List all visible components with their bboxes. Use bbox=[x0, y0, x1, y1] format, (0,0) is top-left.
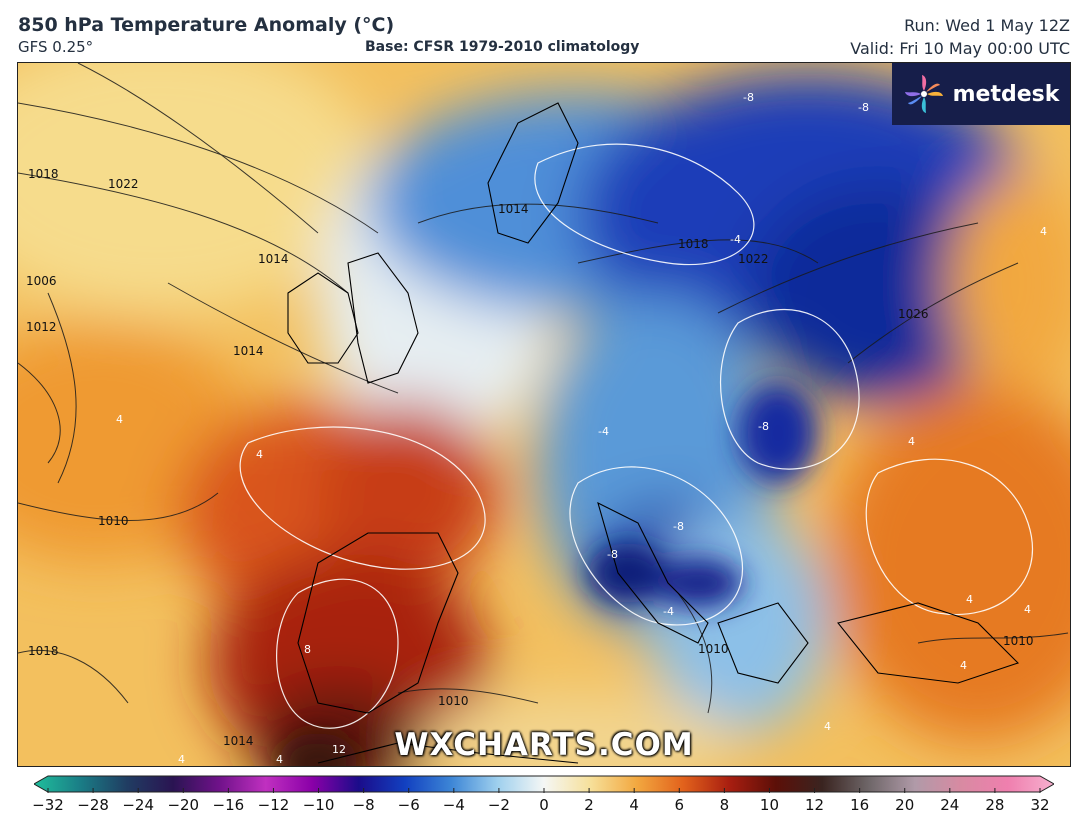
colorbar-tick-label: −6 bbox=[397, 796, 420, 814]
colorbar-tick-label: 6 bbox=[674, 796, 685, 814]
isobar-label: 1018 bbox=[28, 644, 59, 658]
chart-title: 850 hPa Temperature Anomaly (°C) bbox=[18, 14, 395, 36]
colorbar-tick-label: −32 bbox=[32, 796, 64, 814]
colorbar-tick-label: 10 bbox=[759, 796, 779, 814]
isobars bbox=[18, 63, 1069, 714]
colorbar-tick-label: −16 bbox=[212, 796, 245, 814]
anomaly-label: 4 bbox=[1040, 225, 1047, 238]
anomaly-label: 4 bbox=[116, 413, 123, 426]
anomaly-label: 8 bbox=[304, 643, 311, 656]
isobar-label: 1018 bbox=[678, 237, 709, 251]
anomaly-label: 4 bbox=[1024, 603, 1031, 616]
colorbar-tick-label: 20 bbox=[895, 796, 915, 814]
anomaly-label: -4 bbox=[730, 233, 741, 246]
isobar-label: 1012 bbox=[26, 320, 57, 334]
base-climatology-label: Base: CFSR 1979-2010 climatology bbox=[365, 39, 640, 55]
anomaly-label: -8 bbox=[673, 520, 684, 533]
isobar-label: 1014 bbox=[233, 344, 264, 358]
isobar-label: 1010 bbox=[438, 694, 469, 708]
anomaly-cores bbox=[278, 383, 818, 766]
anomaly-label-layer: -8 -8 -4 4 4 -4 -8 4 -8 -8 -4 4 4 4 4 8 … bbox=[116, 91, 1047, 766]
isobar-label: 1022 bbox=[108, 177, 139, 191]
isobar-label: 1018 bbox=[28, 167, 59, 181]
colorbar-tick-label: 4 bbox=[629, 796, 639, 814]
anomaly-label: 4 bbox=[824, 720, 831, 733]
isobar-label: 1006 bbox=[26, 274, 57, 288]
isobar-label: 1010 bbox=[98, 514, 129, 528]
colorbar-tick-label: −12 bbox=[257, 796, 290, 814]
colorbar-tick-label: −10 bbox=[302, 796, 335, 814]
isobar-label-layer: 1018 1022 1006 1012 1014 1010 1018 1014 … bbox=[26, 167, 1034, 748]
anomaly-label: 4 bbox=[256, 448, 263, 461]
isobar-label: 1026 bbox=[898, 307, 929, 321]
anomaly-map[interactable]: 1018 1022 1006 1012 1014 1010 1018 1014 … bbox=[17, 62, 1071, 767]
colorbar-tick-label: 0 bbox=[539, 796, 549, 814]
isobar-label: 1022 bbox=[738, 252, 769, 266]
anomaly-label: 4 bbox=[966, 593, 973, 606]
anomaly-label: 4 bbox=[960, 659, 967, 672]
valid-time-label: Valid: Fri 10 May 00:00 UTC bbox=[850, 39, 1070, 58]
colorbar-tick-label: 28 bbox=[985, 796, 1005, 814]
colorbar-ticks: −32 −28 −24 −20 −16 −12 −10 −8 −6 −4 −2 0 2 4 6 8 10 12 16… bbox=[0, 796, 1088, 820]
colorbar bbox=[34, 775, 1054, 793]
anomaly-label: -8 bbox=[758, 420, 769, 433]
anomaly-contours bbox=[239, 143, 1034, 729]
run-time-label: Run: Wed 1 May 12Z bbox=[904, 16, 1070, 35]
map-canvas: 1018 1022 1006 1012 1014 1010 1018 1014 … bbox=[18, 63, 1070, 766]
anomaly-label: -8 bbox=[607, 548, 618, 561]
metdesk-pinwheel-icon bbox=[904, 75, 943, 113]
anomaly-field bbox=[18, 63, 1070, 766]
wxcharts-watermark: WXCHARTS.COM bbox=[394, 727, 694, 763]
colorbar-tick-label: 24 bbox=[940, 796, 960, 814]
anomaly-label: -4 bbox=[598, 425, 609, 438]
colorbar-tick-label: −2 bbox=[487, 796, 510, 814]
anomaly-label: 4 bbox=[908, 435, 915, 448]
coastlines bbox=[287, 102, 1020, 764]
colorbar-tick-label: −8 bbox=[352, 796, 375, 814]
metdesk-logo[interactable]: metdesk bbox=[892, 63, 1070, 125]
anomaly-label: 4 bbox=[178, 753, 185, 766]
colorbar-tick-label: 8 bbox=[719, 796, 730, 814]
anomaly-label: 4 bbox=[276, 753, 283, 766]
isobar-label: 1010 bbox=[1003, 634, 1034, 648]
isobar-label: 1014 bbox=[223, 734, 254, 748]
anomaly-label: -8 bbox=[743, 91, 754, 104]
colorbar-tick-label: −20 bbox=[167, 796, 200, 814]
anomaly-label: 12 bbox=[332, 743, 346, 756]
anomaly-label: -8 bbox=[858, 101, 869, 114]
isobar-label: 1010 bbox=[698, 642, 729, 656]
isobar-label: 1014 bbox=[498, 202, 529, 216]
metdesk-logo-text: metdesk bbox=[952, 81, 1060, 107]
colorbar-tick-label: 2 bbox=[584, 796, 594, 814]
anomaly-label: -4 bbox=[663, 605, 674, 618]
colorbar-tick-label: −28 bbox=[77, 796, 109, 814]
colorbar-tick-label: 32 bbox=[1030, 796, 1050, 814]
colorbar-tick-label: −24 bbox=[122, 796, 154, 814]
colorbar-tick-label: 16 bbox=[850, 796, 870, 814]
colorbar-tick-label: 12 bbox=[804, 796, 825, 814]
model-label: GFS 0.25° bbox=[18, 38, 94, 56]
isobar-label: 1014 bbox=[258, 252, 289, 266]
colorbar-tick-label: −4 bbox=[442, 796, 465, 814]
